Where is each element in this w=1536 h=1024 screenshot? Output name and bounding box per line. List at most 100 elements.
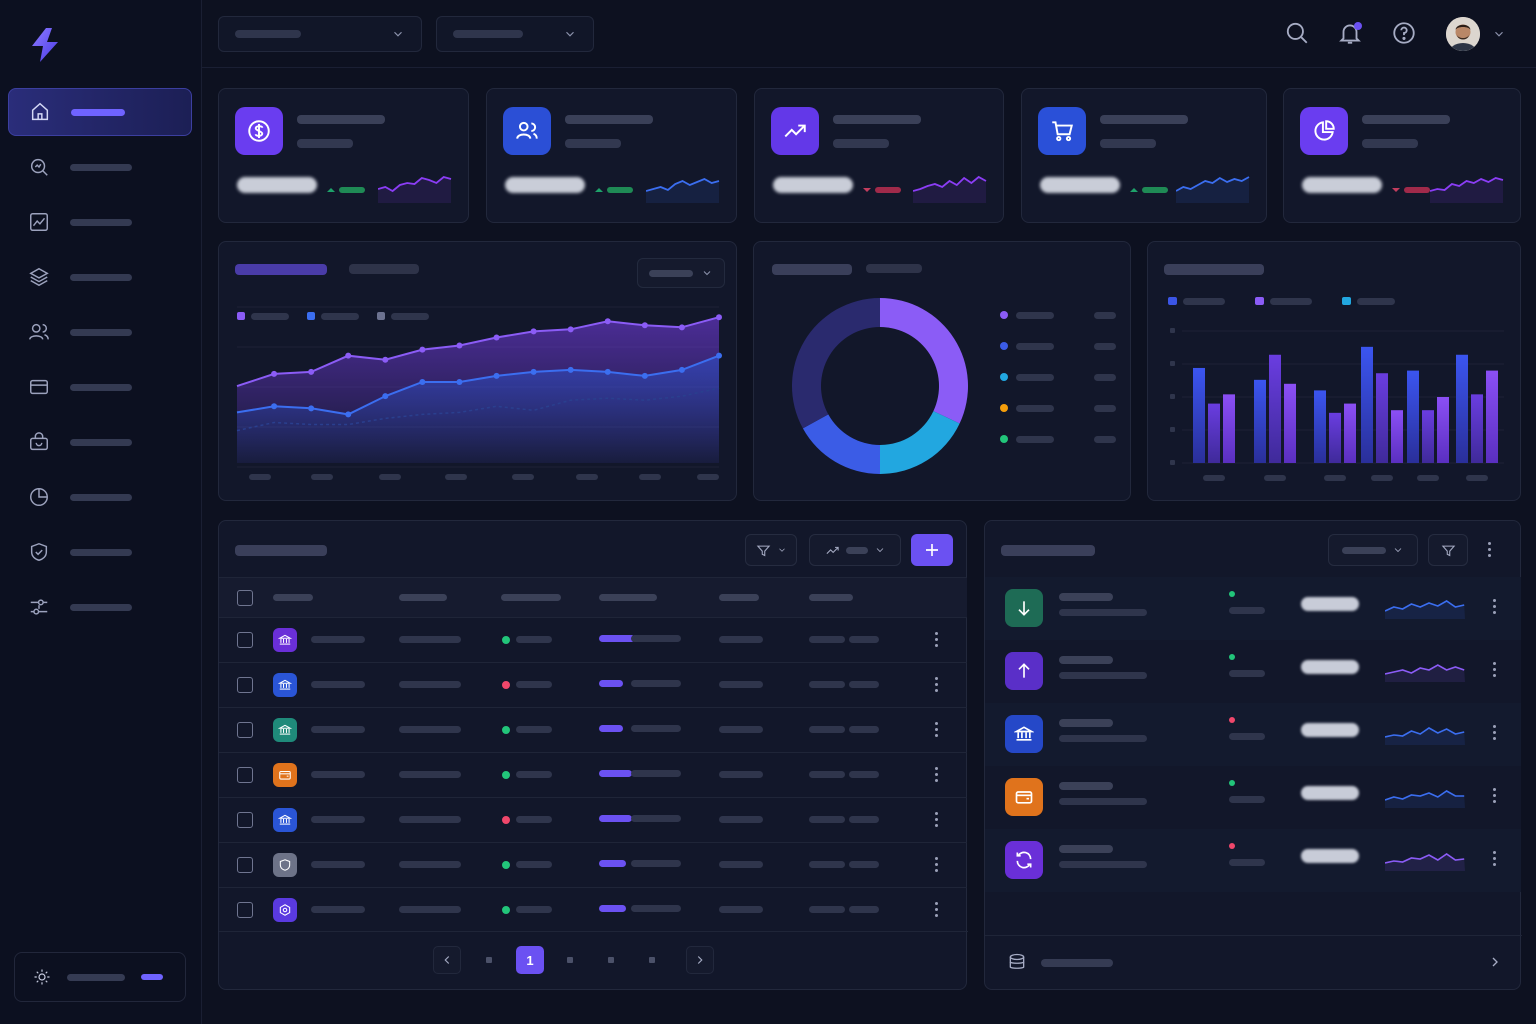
- data-point[interactable]: [456, 342, 463, 349]
- next-page-button[interactable]: [686, 946, 714, 974]
- list-item[interactable]: [985, 829, 1521, 892]
- bar[interactable]: [1391, 410, 1403, 463]
- bar[interactable]: [1269, 354, 1281, 463]
- sidebar-item-home[interactable]: [8, 88, 192, 136]
- more-icon[interactable]: [1488, 542, 1492, 558]
- bar[interactable]: [1422, 410, 1434, 463]
- table-row[interactable]: [219, 797, 967, 842]
- row-checkbox[interactable]: [237, 722, 253, 738]
- data-point[interactable]: [419, 379, 426, 385]
- row-checkbox[interactable]: [237, 677, 253, 693]
- row-checkbox[interactable]: [237, 902, 253, 918]
- donut-slice[interactable]: [802, 414, 880, 474]
- search-button[interactable]: [1284, 20, 1310, 46]
- list-item[interactable]: [985, 577, 1521, 640]
- kpi-card[interactable]: [754, 88, 1004, 223]
- sort-dropdown[interactable]: [809, 534, 901, 566]
- bar[interactable]: [1208, 403, 1220, 463]
- help-button[interactable]: [1391, 20, 1417, 46]
- data-point[interactable]: [567, 326, 574, 333]
- bar[interactable]: [1329, 412, 1341, 463]
- bar[interactable]: [1284, 383, 1296, 463]
- data-point[interactable]: [308, 405, 315, 412]
- data-point[interactable]: [345, 352, 352, 359]
- sidebar-item-layers[interactable]: [8, 253, 192, 301]
- row-checkbox[interactable]: [237, 812, 253, 828]
- column-header[interactable]: [273, 594, 313, 601]
- bar[interactable]: [1361, 346, 1373, 463]
- table-row[interactable]: [219, 662, 967, 707]
- bar[interactable]: [1407, 370, 1419, 463]
- table-row[interactable]: [219, 887, 967, 932]
- item-more-icon[interactable]: [1493, 851, 1497, 867]
- item-more-icon[interactable]: [1493, 788, 1497, 804]
- filter-button[interactable]: [745, 534, 797, 566]
- data-point[interactable]: [493, 334, 500, 341]
- donut-slice[interactable]: [880, 411, 960, 474]
- list-filter-button[interactable]: [1428, 534, 1468, 566]
- bar[interactable]: [1254, 379, 1266, 463]
- add-row-button[interactable]: [911, 534, 953, 566]
- view-all-row[interactable]: [985, 936, 1522, 990]
- sidebar-item-reports[interactable]: [8, 198, 192, 246]
- donut-slice[interactable]: [792, 298, 880, 429]
- data-point[interactable]: [716, 352, 722, 359]
- user-avatar[interactable]: [1446, 17, 1480, 51]
- select-all-checkbox[interactable]: [237, 590, 253, 606]
- bar[interactable]: [1376, 373, 1388, 463]
- sidebar-item-stats[interactable]: [8, 473, 192, 521]
- sidebar-item-security[interactable]: [8, 528, 192, 576]
- data-point[interactable]: [678, 324, 685, 331]
- list-item[interactable]: [985, 640, 1521, 703]
- data-point[interactable]: [493, 372, 500, 379]
- column-header[interactable]: [809, 594, 853, 601]
- data-point[interactable]: [530, 368, 537, 375]
- period-dropdown[interactable]: [436, 16, 594, 52]
- data-point[interactable]: [641, 322, 648, 329]
- kpi-card[interactable]: [1283, 88, 1521, 223]
- page-button[interactable]: [475, 946, 503, 974]
- kpi-card[interactable]: [1021, 88, 1267, 223]
- row-checkbox[interactable]: [237, 857, 253, 873]
- theme-switch[interactable]: [141, 974, 163, 980]
- data-point[interactable]: [678, 366, 685, 373]
- item-more-icon[interactable]: [1493, 662, 1497, 678]
- table-row[interactable]: [219, 707, 967, 752]
- bar[interactable]: [1456, 354, 1468, 463]
- notifications-button[interactable]: [1337, 20, 1363, 46]
- row-more-icon[interactable]: [935, 857, 939, 873]
- theme-toggle[interactable]: [14, 952, 186, 1002]
- sidebar-item-analytics[interactable]: [8, 143, 192, 191]
- sidebar-item-settings[interactable]: [8, 583, 192, 631]
- row-more-icon[interactable]: [935, 902, 939, 918]
- data-point[interactable]: [456, 379, 463, 385]
- column-header[interactable]: [501, 594, 561, 601]
- item-more-icon[interactable]: [1493, 725, 1497, 741]
- row-more-icon[interactable]: [935, 632, 939, 648]
- page-button[interactable]: [597, 946, 625, 974]
- table-row[interactable]: [219, 842, 967, 887]
- current-page-button[interactable]: 1: [516, 946, 544, 974]
- data-point[interactable]: [604, 318, 611, 325]
- data-point[interactable]: [308, 368, 315, 375]
- bar[interactable]: [1437, 397, 1449, 463]
- kpi-card[interactable]: [486, 88, 737, 223]
- row-more-icon[interactable]: [935, 812, 939, 828]
- row-more-icon[interactable]: [935, 722, 939, 738]
- kpi-card[interactable]: [218, 88, 469, 223]
- bar[interactable]: [1193, 367, 1205, 463]
- data-point[interactable]: [382, 356, 389, 363]
- table-row[interactable]: [219, 617, 967, 662]
- row-more-icon[interactable]: [935, 767, 939, 783]
- row-checkbox[interactable]: [237, 632, 253, 648]
- bolt-logo-icon[interactable]: [26, 26, 64, 64]
- row-checkbox[interactable]: [237, 767, 253, 783]
- bar[interactable]: [1223, 394, 1235, 463]
- data-point[interactable]: [567, 366, 574, 373]
- sidebar-item-shop[interactable]: [8, 418, 192, 466]
- list-item[interactable]: [985, 766, 1521, 829]
- data-point[interactable]: [641, 372, 648, 379]
- data-point[interactable]: [716, 314, 722, 321]
- workspace-dropdown[interactable]: [218, 16, 422, 52]
- page-button[interactable]: [556, 946, 584, 974]
